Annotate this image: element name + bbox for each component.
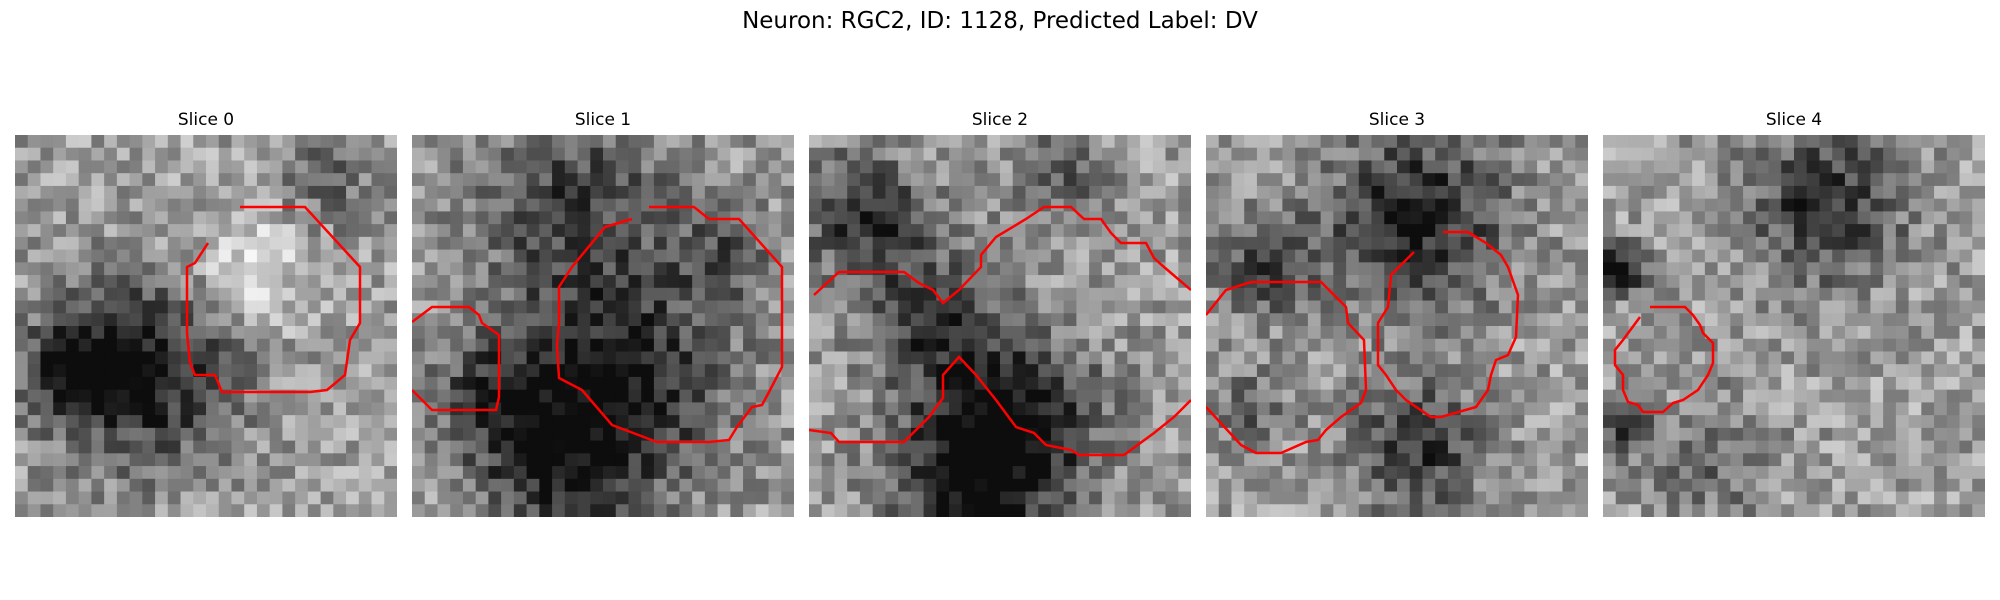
slice-title: Slice 1 bbox=[574, 110, 632, 130]
grayscale-texture bbox=[1603, 135, 1985, 517]
contour-outline bbox=[412, 305, 501, 412]
contour-outline bbox=[813, 205, 1191, 305]
slice-panel-4: Slice 4 bbox=[1603, 108, 1985, 517]
figure-title: Neuron: RGC2, ID: 1128, Predicted Label:… bbox=[742, 8, 1258, 34]
contour-outline bbox=[1376, 230, 1520, 419]
slice-title: Slice 4 bbox=[1765, 110, 1823, 130]
contour-outline bbox=[1206, 280, 1368, 455]
grayscale-texture bbox=[1206, 135, 1588, 517]
contour-outline bbox=[185, 205, 362, 394]
slice-image bbox=[1206, 135, 1588, 517]
grayscale-texture bbox=[15, 135, 397, 517]
slice-panel-2: Slice 2 bbox=[809, 108, 1191, 517]
slice-panel-3: Slice 3 bbox=[1206, 108, 1588, 517]
slice-image bbox=[1603, 135, 1985, 517]
slice-image bbox=[15, 135, 397, 517]
slice-title: Slice 0 bbox=[177, 110, 235, 130]
contour-outline bbox=[1613, 305, 1715, 414]
slice-image bbox=[809, 135, 1191, 517]
slice-panel-1: Slice 1 bbox=[412, 108, 794, 517]
slice-title: Slice 3 bbox=[1368, 110, 1426, 130]
contour-outline bbox=[809, 355, 1191, 457]
slice-panel-0: Slice 0 bbox=[15, 108, 397, 517]
grayscale-texture bbox=[809, 135, 1191, 517]
contour-outline bbox=[555, 205, 784, 444]
grayscale-texture bbox=[412, 135, 794, 517]
slice-title: Slice 2 bbox=[971, 110, 1029, 130]
slice-image bbox=[412, 135, 794, 517]
